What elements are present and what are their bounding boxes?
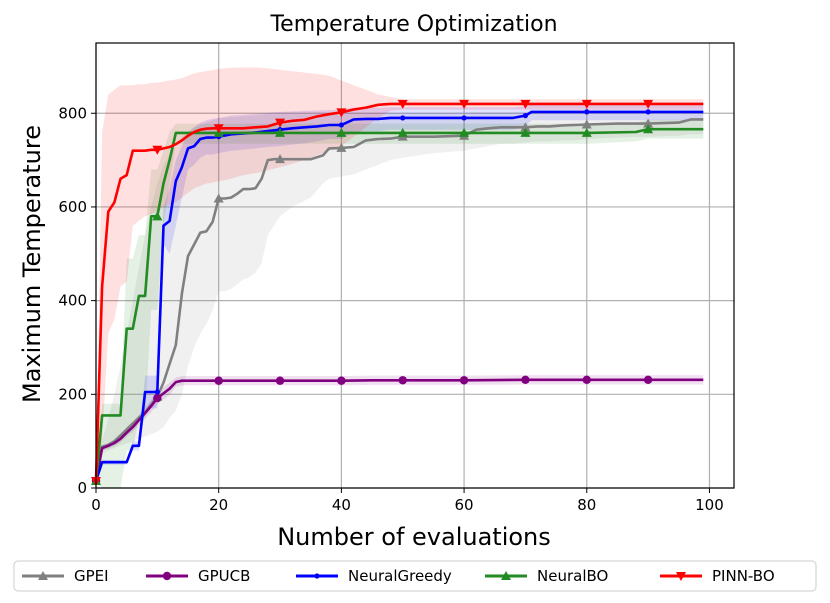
neuralgreedy-legend-label: NeuralGreedy xyxy=(348,567,452,585)
y-tick-label: 600 xyxy=(58,198,87,216)
neuralbo-marker xyxy=(520,127,531,137)
gpucb-line xyxy=(94,378,704,482)
x-tick-label: 80 xyxy=(577,496,596,514)
neuralbo-marker xyxy=(275,127,286,137)
pinn-bo-legend-label: PINN-BO xyxy=(712,567,775,585)
gpucb-marker xyxy=(643,375,653,384)
neuralbo-marker xyxy=(397,127,408,137)
neuralgreedy-marker xyxy=(645,109,651,115)
gpucb-marker xyxy=(459,376,469,385)
gpei-marker xyxy=(213,193,224,203)
y-tick-label: 0 xyxy=(77,479,87,497)
neuralbo-marker xyxy=(581,127,592,137)
gpei-marker xyxy=(520,122,531,132)
gpei-marker xyxy=(581,119,592,129)
gpucb-marker xyxy=(582,375,591,384)
neuralgreedy-line xyxy=(94,110,704,482)
gpucb-band xyxy=(96,375,704,481)
neuralgreedy-marker xyxy=(584,109,590,115)
y-tick-label: 400 xyxy=(58,292,87,310)
gpei-legend-marker xyxy=(38,571,48,580)
neuralbo-legend-label: NeuralBO xyxy=(537,567,608,585)
gpei-band xyxy=(96,111,704,482)
gpucb-marker xyxy=(214,376,223,385)
pinn-bo-marker xyxy=(152,145,163,155)
neuralgreedy-legend-marker xyxy=(314,573,320,579)
gpucb-marker xyxy=(275,376,285,385)
y-axis-title: Maximum Temperature xyxy=(18,125,46,403)
legend: GPEI GPUCB NeuralGreedy NeuralBO PINN-BO xyxy=(13,560,817,592)
gpucb-marker xyxy=(337,376,346,385)
pinn-bo-marker xyxy=(643,99,654,109)
pinn-bo-marker xyxy=(581,99,592,109)
neuralbo-legend-marker xyxy=(501,571,511,580)
plot-frame xyxy=(95,42,735,489)
confidence-bands xyxy=(96,67,704,489)
pinn-bo-marker xyxy=(459,99,470,109)
pinn-bo-marker xyxy=(397,99,408,109)
gpucb-legend-label: GPUCB xyxy=(198,567,250,585)
pinn-bo-marker xyxy=(520,99,531,109)
neuralgreedy-marker xyxy=(154,389,160,395)
pinn-bo-marker xyxy=(336,108,347,118)
neuralgreedy-marker xyxy=(461,115,467,121)
neuralbo-marker xyxy=(336,127,347,137)
pinn-bo-marker xyxy=(213,124,224,134)
x-axis-title: Number of evaluations xyxy=(277,523,551,551)
pinn-bo-line xyxy=(94,102,704,482)
neuralgreedy-marker xyxy=(522,113,529,119)
legend-frame xyxy=(13,560,817,592)
pinn-bo-marker xyxy=(275,118,286,128)
pinn-bo-band xyxy=(96,67,704,482)
gpei-legend-label: GPEI xyxy=(74,567,109,585)
gpucb-marker xyxy=(521,375,530,384)
x-tick-label: 60 xyxy=(455,496,474,514)
neuralbo-marker xyxy=(152,211,163,221)
neuralbo-line xyxy=(94,127,704,482)
x-tick-label: 20 xyxy=(209,496,228,514)
gpei-marker xyxy=(643,118,654,128)
gpucb-legend-marker xyxy=(162,571,172,581)
y-tick-label: 800 xyxy=(58,104,87,122)
gpucb-marker xyxy=(398,376,407,385)
neuralbo-marker xyxy=(643,124,654,134)
x-tick-label: 100 xyxy=(695,496,724,514)
neuralbo-marker xyxy=(459,127,470,137)
neuralgreedy-marker xyxy=(338,122,344,128)
axis-ticks: 0 20 40 60 80 100 0 200 400 600 800 xyxy=(58,104,723,514)
chart-title: Temperature Optimization xyxy=(269,12,557,37)
gpucb-marker xyxy=(153,393,162,403)
x-tick-label: 0 xyxy=(91,496,101,514)
y-tick-label: 200 xyxy=(58,385,87,403)
neuralgreedy-marker xyxy=(400,115,406,121)
x-tick-label: 40 xyxy=(332,496,351,514)
gpei-marker xyxy=(275,154,286,164)
gpei-marker xyxy=(336,142,347,152)
pinn-bo-legend-marker xyxy=(676,572,686,581)
